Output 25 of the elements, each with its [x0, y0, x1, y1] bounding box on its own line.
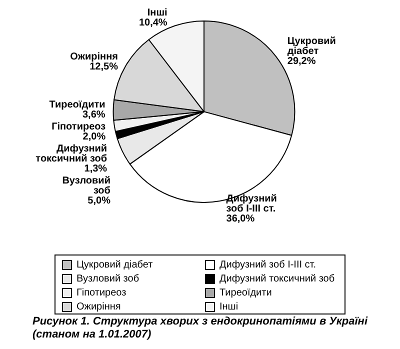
- legend-label: Тиреоїдити: [220, 288, 272, 298]
- slice-label: Тиреоїдити: [49, 99, 106, 110]
- legend-label: Дифузний зоб I-III ст.: [220, 260, 316, 270]
- text: Рисунок 1. Структура хворих з ендокринопатіями в Україні (станом на 1.01.2007): [32, 316, 368, 340]
- slice-label: Інші: [147, 8, 168, 19]
- slice-label: Вузловий зоб: [62, 175, 110, 196]
- legend-label: Вузловий зоб: [76, 274, 140, 284]
- legend-label: Інші: [220, 302, 238, 312]
- data-label: 10,4%: [138, 18, 168, 29]
- data-label: 12,5%: [90, 62, 118, 73]
- data-label: 1,3%: [84, 163, 108, 174]
- slice-label: Дифузний зоб I-III ст.: [226, 193, 277, 214]
- slice-label: Гіпотиреоз: [52, 121, 106, 132]
- slice-label: Цукровий діабет: [287, 36, 336, 58]
- legend-label: Цукровий діабет: [76, 260, 154, 270]
- slice-label: Дифузний токсичний зоб: [36, 143, 108, 164]
- slice-label: Ожиріння: [70, 52, 118, 63]
- data-label: 3,6%: [82, 109, 106, 120]
- data-label: 36,0%: [226, 213, 255, 224]
- legend-label: Гіпотиреоз: [76, 288, 127, 298]
- legend-label: Ожиріння: [76, 302, 121, 312]
- data-label: 2,0%: [82, 131, 106, 142]
- data-label: 5,0%: [88, 195, 111, 206]
- data-label: 29,2%: [287, 56, 316, 68]
- legend-label: Дифузний токсичний зоб: [220, 274, 335, 284]
